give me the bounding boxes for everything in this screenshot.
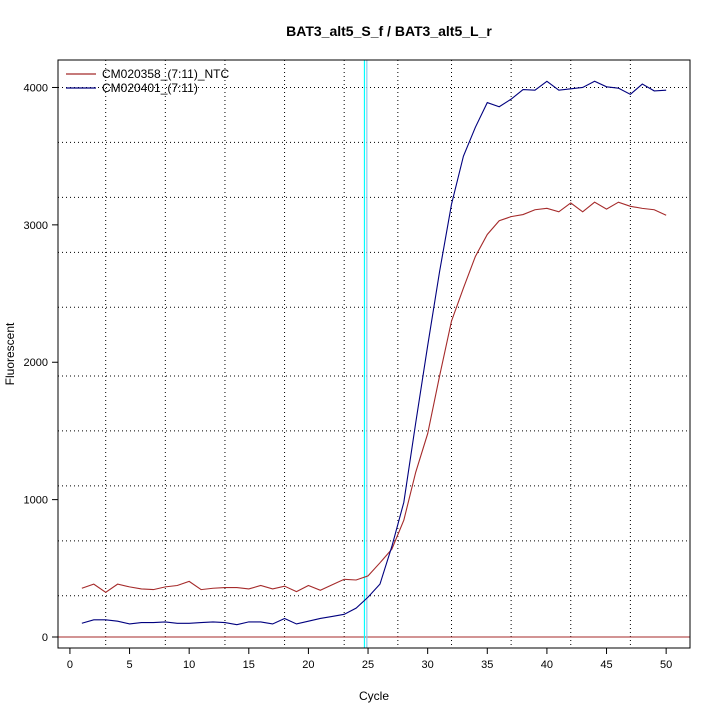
series-line-2: [81, 80, 667, 626]
x-tick-label: 25: [362, 659, 374, 671]
x-tick-label: 45: [600, 659, 612, 671]
series-line-1: [81, 201, 667, 594]
y-axis-label: Fluorescent: [3, 322, 17, 385]
x-axis-label: Cycle: [359, 689, 389, 703]
y-tick-label: 4000: [24, 82, 48, 94]
x-tick-label: 30: [422, 659, 434, 671]
y-tick-label: 2000: [24, 357, 48, 369]
x-tick-label: 50: [660, 659, 672, 671]
grid-layer: [58, 60, 690, 648]
x-tick-label: 10: [183, 659, 195, 671]
chart-title: BAT3_alt5_S_f / BAT3_alt5_L_r: [286, 23, 492, 39]
ct-lines-layer: [363, 60, 368, 648]
y-tick-label: 3000: [24, 220, 48, 232]
y-tick-label: 1000: [24, 495, 48, 507]
x-tick-label: 15: [243, 659, 255, 671]
legend-entry-label: CM020358_(7:11)_NTC: [102, 67, 230, 81]
x-tick-label: 40: [541, 659, 553, 671]
x-tick-label: 5: [126, 659, 132, 671]
series-layer: [81, 80, 667, 626]
plot-frame: [57, 59, 691, 649]
x-tick-label: 0: [67, 659, 73, 671]
y-axis: 0 1000 2000 3000 4000: [24, 82, 58, 644]
legend-entry-label: CM020401_(7:11): [102, 81, 198, 95]
x-axis: 0 5 10 15 20 25 30 35 40 45 50: [67, 648, 672, 671]
x-tick-label: 35: [481, 659, 493, 671]
x-tick-label: 20: [302, 659, 314, 671]
y-tick-label: 0: [42, 632, 48, 644]
